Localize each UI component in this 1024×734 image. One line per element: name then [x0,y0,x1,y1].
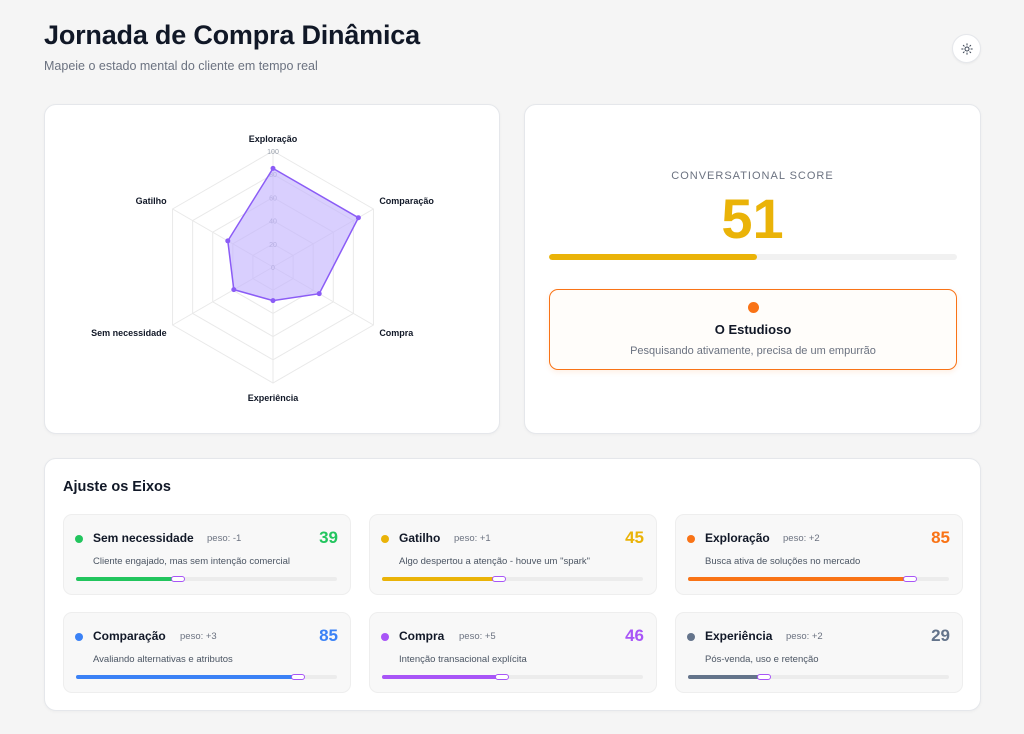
radar-data-point [316,291,322,297]
radar-chart-card: 020406080100ExploraçãoComparaçãoCompraEx… [44,104,500,434]
score-card: CONVERSATIONAL SCORE 51 O Estudioso Pesq… [524,104,981,434]
axis-slider-thumb[interactable] [756,674,771,680]
axis-card-sem-necessidade: Sem necessidade peso: -1 39 Cliente enga… [63,514,351,595]
axes-panel-title: Ajuste os Eixos [63,479,171,495]
axis-slider-fill [688,675,764,679]
axis-description: Busca ativa de soluções no mercado [705,556,861,567]
radar-axis-label: Exploração [249,134,298,144]
axis-weight: peso: -1 [207,533,242,544]
axis-name: Compra [399,629,445,643]
axis-slider-fill [76,675,298,679]
radar-tick-label: 100 [267,149,279,156]
score-progress-fill [549,254,758,260]
axis-slider-fill [382,577,500,581]
persona-description: Pesquisando ativamente, precisa de um em… [630,345,876,357]
page-subtitle: Mapeie o estado mental do cliente em tem… [44,59,318,73]
axis-weight: peso: +1 [454,533,491,544]
radar-axis-label: Compra [379,328,414,338]
axis-name: Experiência [705,629,773,643]
axes-panel: Ajuste os Eixos Sem necessidade peso: -1… [44,458,981,711]
axis-description: Intenção transacional explícita [399,654,527,665]
radar-data-point [355,215,361,221]
axis-value: 39 [319,528,338,547]
axis-name: Exploração [705,531,770,545]
axis-slider-track[interactable] [688,576,949,582]
axis-slider-track[interactable] [688,674,949,680]
persona-name: O Estudioso [714,322,792,337]
axis-weight: peso: +3 [180,631,217,642]
radar-data-point [225,238,231,244]
axis-color-dot [381,633,389,641]
radar-axis-label: Sem necessidade [91,328,167,338]
page-header: Jornada de Compra Dinâmica Mapeie o esta… [44,20,420,73]
axis-weight: peso: +5 [459,631,496,642]
sun-icon [960,42,973,55]
axis-name: Gatilho [399,531,441,545]
axis-card-compra: Compra peso: +5 46 Intenção transacional… [369,612,657,693]
axis-description: Cliente engajado, mas sem intenção comer… [93,556,290,567]
score-value: 51 [721,187,784,250]
axis-weight: peso: +2 [783,533,820,544]
axis-slider-fill [688,577,910,581]
persona-status-dot [747,302,759,313]
axis-card-gatilho: Gatilho peso: +1 45 Algo despertou a ate… [369,514,657,595]
axis-name: Comparação [93,629,166,643]
axis-slider-track[interactable] [76,674,337,680]
radar-data-point [231,287,237,293]
axis-slider-track[interactable] [382,674,643,680]
axis-slider-track[interactable] [76,576,337,582]
axis-slider-fill [382,675,503,679]
axis-color-dot [381,535,389,543]
axis-slider-fill [76,577,178,581]
axis-description: Pós-venda, uso e retenção [705,654,819,665]
axis-color-dot [75,535,83,543]
page-title: Jornada de Compra Dinâmica [44,20,420,50]
axis-slider-thumb[interactable] [170,576,185,582]
theme-toggle-button[interactable] [952,34,981,63]
axis-name: Sem necessidade [93,531,194,545]
radar-data-point [270,165,276,171]
axis-slider-thumb[interactable] [492,576,507,582]
axis-color-dot [687,633,695,641]
radar-data-area [227,167,360,302]
axis-slider-track[interactable] [382,576,643,582]
axis-color-dot [75,633,83,641]
axis-card-experiencia: Experiência peso: +2 29 Pós-venda, uso e… [675,612,963,693]
radar-data-point [270,298,276,304]
axis-color-dot [687,535,695,543]
axis-value: 85 [319,626,338,645]
radar-axis-label: Experiência [248,393,300,403]
persona-card: O Estudioso Pesquisando ativamente, prec… [549,289,957,370]
axis-card-exploracao: Exploração peso: +2 85 Busca ativa de so… [675,514,963,595]
axis-description: Algo despertou a atenção - houve um "spa… [399,556,591,567]
score-label: CONVERSATIONAL SCORE [671,170,834,182]
axis-value: 45 [625,528,644,547]
axis-value: 29 [931,626,950,645]
axis-weight: peso: +2 [786,631,823,642]
axis-slider-thumb[interactable] [290,674,305,680]
score-progress-bar [549,254,957,260]
axis-slider-thumb[interactable] [495,674,510,680]
axis-value: 46 [625,626,644,645]
axis-value: 85 [931,528,950,547]
radar-axis-label: Comparação [379,196,434,206]
axis-description: Avaliando alternativas e atributos [93,654,233,665]
radar-axis-label: Gatilho [136,196,168,206]
radar-chart: 020406080100ExploraçãoComparaçãoCompraEx… [91,134,434,403]
axis-card-comparacao: Comparação peso: +3 85 Avaliando alterna… [63,612,351,693]
axis-slider-thumb[interactable] [902,576,917,582]
